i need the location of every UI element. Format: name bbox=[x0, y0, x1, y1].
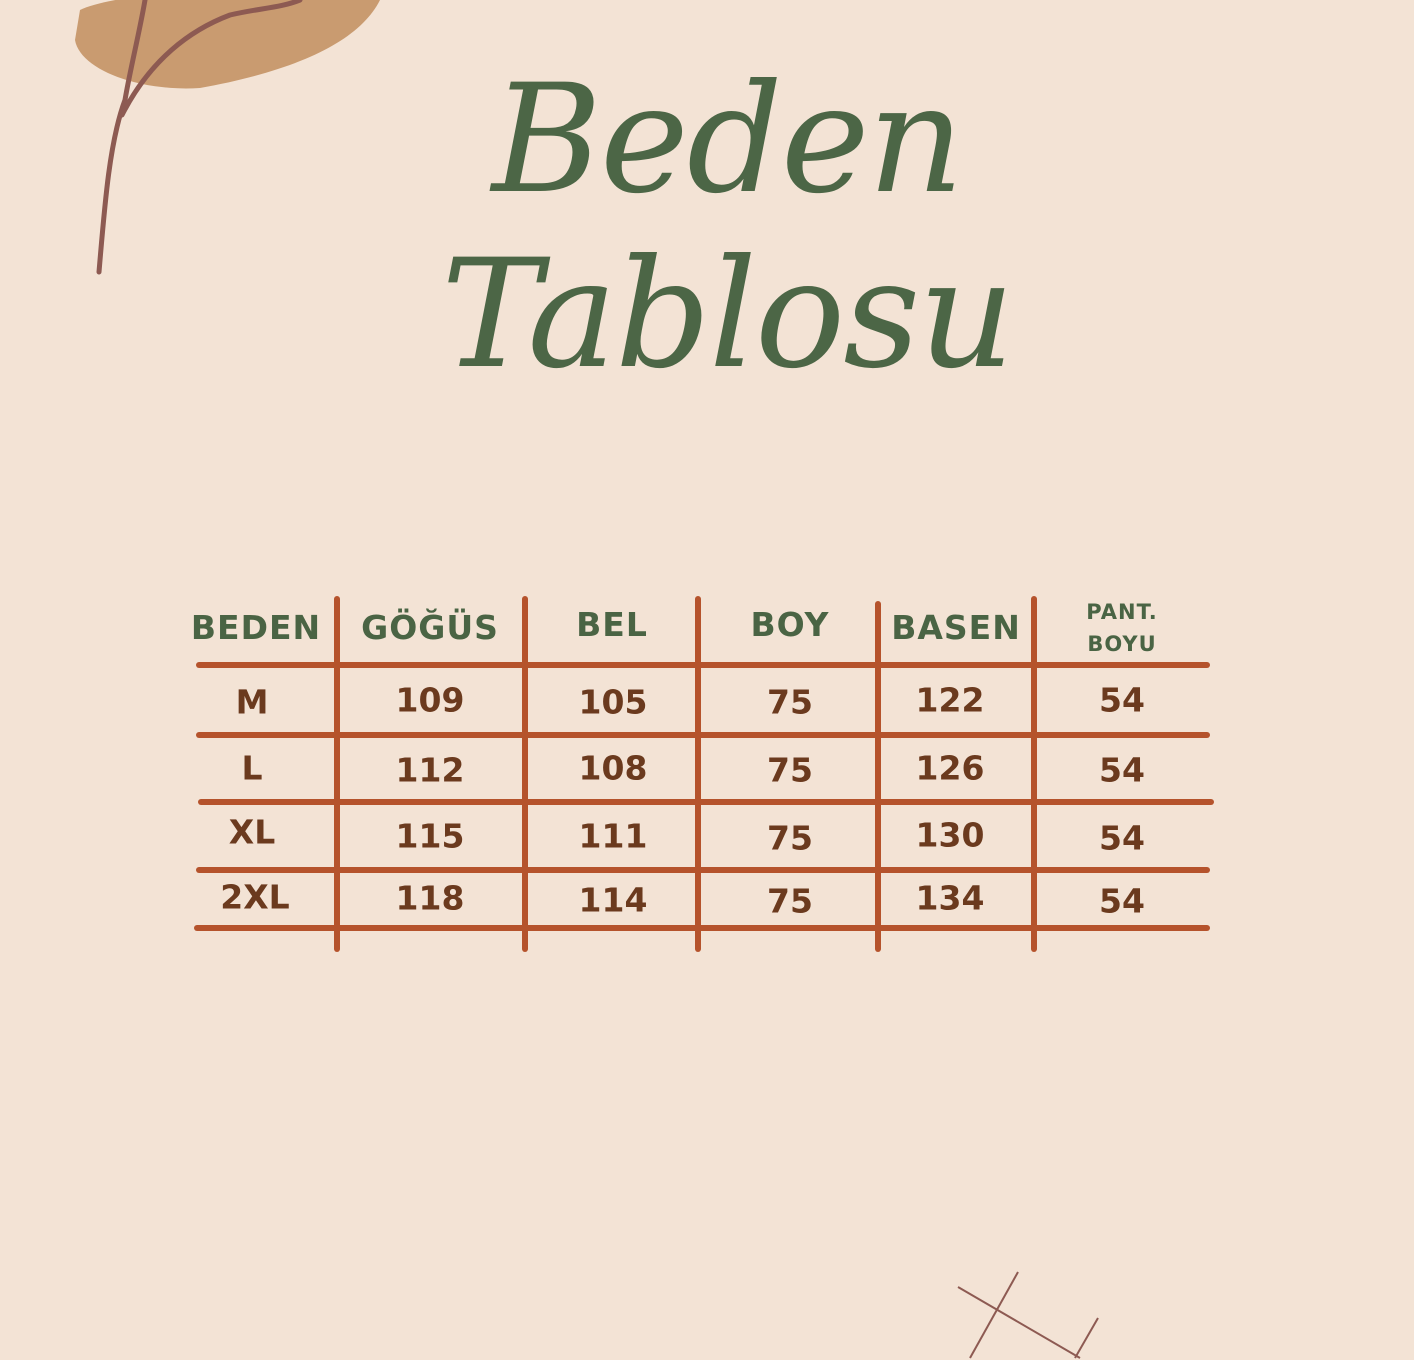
cell-bel: 111 bbox=[578, 816, 648, 856]
header-pant-boyu: PANT. BOYU bbox=[1086, 596, 1157, 660]
cell-gogus: 118 bbox=[395, 878, 465, 918]
cell-gogus: 115 bbox=[395, 816, 465, 856]
cell-pant-boyu: 54 bbox=[1099, 818, 1145, 858]
cell-boy: 75 bbox=[767, 818, 813, 858]
header-gogus: GÖĞÜS bbox=[361, 608, 499, 647]
column-divider bbox=[875, 601, 881, 952]
title-line-2: Tablosu bbox=[441, 228, 1015, 402]
cell-size: XL bbox=[228, 812, 276, 852]
leaf-stem bbox=[96, 0, 148, 275]
cell-size: 2XL bbox=[220, 877, 290, 917]
row-divider bbox=[196, 867, 1210, 873]
row-divider bbox=[198, 799, 1214, 805]
column-divider bbox=[695, 596, 701, 952]
cell-size: M bbox=[235, 682, 269, 722]
cell-boy: 75 bbox=[767, 750, 813, 790]
cell-gogus: 109 bbox=[395, 680, 465, 720]
leaf-decoration bbox=[75, 0, 380, 275]
header-bel: BEL bbox=[576, 605, 648, 644]
cell-bel: 108 bbox=[578, 748, 648, 788]
cell-bel: 114 bbox=[578, 880, 648, 920]
leaf-branch bbox=[119, 0, 303, 118]
header-beden: BEDEN bbox=[190, 608, 322, 647]
cell-boy: 75 bbox=[767, 881, 813, 921]
column-divider bbox=[1031, 596, 1037, 952]
cell-size: L bbox=[241, 748, 263, 788]
cell-basen: 126 bbox=[915, 748, 985, 788]
row-divider bbox=[196, 662, 1210, 668]
leaf-shape bbox=[75, 0, 380, 89]
cell-basen: 134 bbox=[915, 878, 985, 918]
cell-boy: 75 bbox=[767, 682, 813, 722]
title-line-1: Beden bbox=[491, 53, 964, 227]
cell-bel: 105 bbox=[578, 682, 648, 722]
column-divider bbox=[334, 596, 340, 952]
cell-basen: 130 bbox=[915, 815, 985, 855]
header-pant: PANT. bbox=[1086, 600, 1158, 624]
header-basen: BASEN bbox=[891, 608, 1021, 647]
cell-basen: 122 bbox=[915, 680, 985, 720]
row-divider bbox=[196, 732, 1210, 738]
cell-gogus: 112 bbox=[395, 750, 465, 790]
cell-pant-boyu: 54 bbox=[1099, 750, 1145, 790]
header-boyu: BOYU bbox=[1087, 632, 1157, 656]
cell-pant-boyu: 54 bbox=[1099, 881, 1145, 921]
row-divider bbox=[194, 925, 1210, 931]
column-divider bbox=[522, 596, 528, 952]
cell-pant-boyu: 54 bbox=[1099, 680, 1145, 720]
header-boy: BOY bbox=[750, 605, 830, 644]
cross-lines-decoration bbox=[957, 1271, 1099, 1359]
